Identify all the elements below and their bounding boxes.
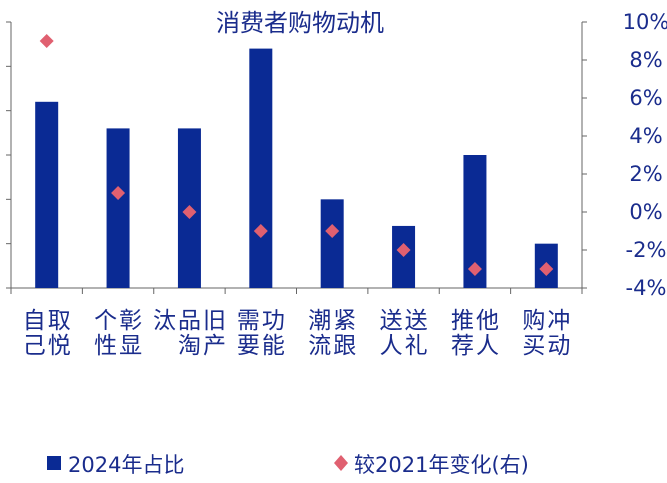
category-char: 礼 <box>405 333 428 359</box>
category-char: 潮 <box>308 308 331 334</box>
category-char: 荐 <box>451 333 474 359</box>
bar-series <box>35 48 558 288</box>
right-tick-label: 10% <box>623 10 667 34</box>
category-char: 紧 <box>333 308 356 334</box>
category-char: 送 <box>405 308 428 334</box>
category-char: 动 <box>547 333 570 359</box>
category-char: 要 <box>237 333 260 359</box>
scatter-point <box>539 262 554 276</box>
category-char: 悦 <box>48 333 71 359</box>
scatter-point <box>325 224 340 238</box>
bar <box>35 101 59 288</box>
category-char: 功 <box>262 308 285 334</box>
right-tick-label: -4% <box>626 276 667 300</box>
right-tick-label: -2% <box>626 238 667 262</box>
bar <box>249 48 273 288</box>
category-char: 产 <box>203 333 226 359</box>
category-char: 人 <box>380 333 403 359</box>
scatter-point <box>111 186 126 200</box>
category-char: 人 <box>476 333 499 359</box>
scatter-point <box>396 243 411 257</box>
right-tick-label: 2% <box>629 162 662 186</box>
bar <box>320 199 344 288</box>
legend-label-bar: 2024年占比 <box>68 453 184 477</box>
category-char: 性 <box>94 333 117 359</box>
category-char: 显 <box>119 333 142 359</box>
category-char: 推 <box>451 308 474 334</box>
bar <box>463 155 487 288</box>
scatter-point <box>182 205 197 219</box>
legend-swatch-diamond <box>334 455 348 471</box>
right-tick-label: 6% <box>629 86 662 110</box>
right-tick-label: 4% <box>629 124 662 148</box>
category-char: 品 <box>178 308 201 334</box>
category-char: 己 <box>23 333 46 359</box>
category-char: 他 <box>476 308 499 334</box>
category-char: 需 <box>237 308 260 334</box>
category-char: 能 <box>262 333 285 359</box>
category-char: 跟 <box>333 333 356 359</box>
category-char: 个 <box>94 308 117 334</box>
legend-label-scatter: 较2021年变化(右) <box>354 453 529 477</box>
scatter-point <box>467 262 482 276</box>
bar <box>106 128 130 288</box>
legend-swatch-bar <box>47 456 61 470</box>
scatter-series <box>39 34 554 276</box>
category-char: 取 <box>48 308 71 334</box>
scatter-point <box>253 224 268 238</box>
right-axis-ticks: 10% 8% 6% 4% 2% 0% -2% -4% <box>582 10 667 300</box>
category-char: 送 <box>380 308 403 334</box>
axes <box>6 21 583 294</box>
right-tick-label: 8% <box>629 48 662 72</box>
category-char: 自 <box>23 308 46 334</box>
legend: 2024年占比 较2021年变化(右) <box>47 453 529 477</box>
right-tick-label: 0% <box>629 200 662 224</box>
category-char: 购 <box>522 308 545 334</box>
category-char: 流 <box>308 333 331 359</box>
chart-title: 消费者购物动机 <box>216 9 384 37</box>
category-char: 彰 <box>119 308 142 334</box>
category-char: 旧 <box>203 308 226 334</box>
category-char: 淘 <box>178 333 201 359</box>
category-char: 买 <box>522 333 545 359</box>
category-char: 汰 <box>153 308 176 334</box>
scatter-point <box>39 34 54 48</box>
category-char: 冲 <box>547 308 570 334</box>
